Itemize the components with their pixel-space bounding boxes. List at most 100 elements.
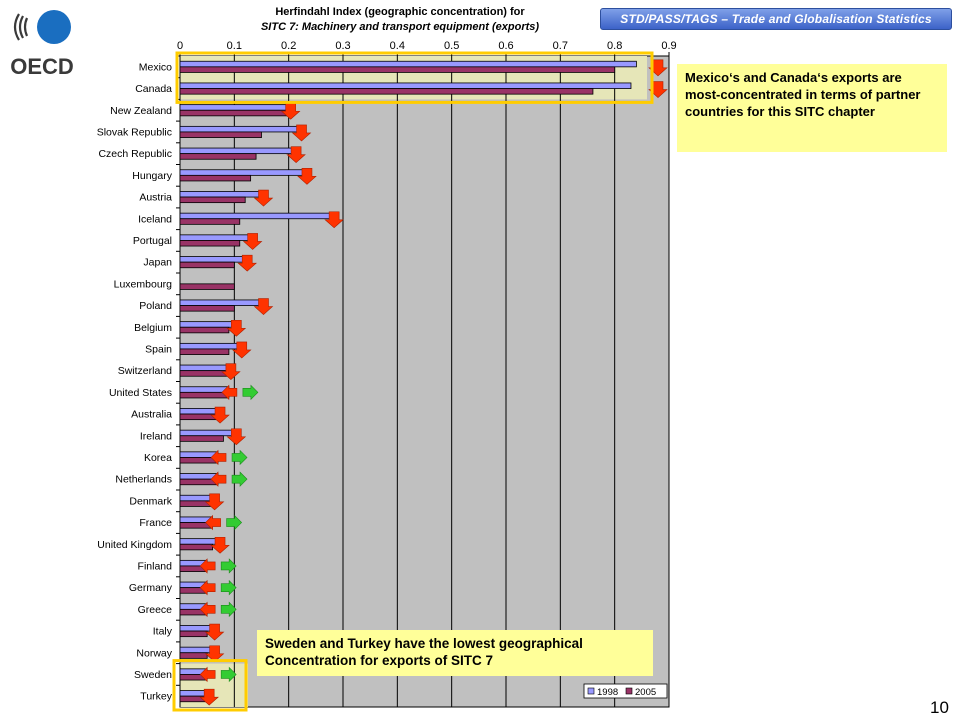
bar-2005 bbox=[179, 240, 241, 247]
bar-1998 bbox=[179, 538, 219, 545]
chart-title-line1: Herfindahl Index (geographic concentrati… bbox=[275, 6, 525, 18]
category-label: Mexico bbox=[139, 61, 172, 73]
down-arrow bbox=[253, 298, 274, 315]
plot-area bbox=[179, 55, 670, 708]
category-label: Canada bbox=[135, 83, 172, 95]
x-tick-label: 0.7 bbox=[553, 40, 568, 52]
bar-2005 bbox=[179, 131, 262, 138]
down-arrow bbox=[280, 102, 301, 120]
down-arrow bbox=[242, 233, 263, 250]
down-arrow bbox=[204, 645, 225, 663]
category-label: United States bbox=[109, 387, 172, 399]
x-tick-label: 0.4 bbox=[390, 40, 405, 52]
down-arrow bbox=[237, 254, 257, 272]
category-label: Belgium bbox=[134, 322, 172, 334]
bar-2005 bbox=[179, 88, 594, 95]
bar-1998 bbox=[179, 646, 213, 654]
chart-title: Herfindahl Index (geographic concentrati… bbox=[190, 5, 610, 35]
left-arrow bbox=[221, 384, 238, 401]
legend-box bbox=[583, 683, 668, 699]
legend-swatch-2005 bbox=[625, 687, 633, 695]
x-tick-label: 0.2 bbox=[281, 40, 296, 52]
bar-2005 bbox=[179, 435, 224, 442]
note-sweden-turkey: Sweden and Turkey have the lowest geogra… bbox=[257, 630, 653, 676]
down-arrow bbox=[231, 341, 252, 359]
bar-1998 bbox=[179, 104, 290, 111]
bar-1998 bbox=[179, 256, 246, 263]
highlight-frame-top bbox=[175, 51, 654, 104]
bar-2005 bbox=[179, 196, 246, 204]
page-number: 10 bbox=[930, 698, 949, 717]
legend-label-1998: 1998 bbox=[597, 687, 618, 698]
down-arrow bbox=[199, 688, 219, 706]
category-label: Korea bbox=[144, 452, 172, 464]
bar-1998 bbox=[179, 191, 262, 198]
down-arrow bbox=[291, 124, 312, 142]
left-arrow bbox=[210, 449, 227, 466]
category-label: Spain bbox=[145, 343, 172, 355]
left-arrow bbox=[199, 558, 216, 574]
category-label: Netherlands bbox=[115, 474, 172, 486]
left-arrow bbox=[199, 601, 216, 618]
category-label: Austria bbox=[139, 192, 172, 204]
note-mexico-canada: Mexico‘s and Canada‘s exports are most-c… bbox=[677, 64, 947, 152]
category-label: Hungary bbox=[132, 170, 172, 182]
x-tick-label: 0.3 bbox=[335, 40, 350, 52]
right-arrow bbox=[242, 384, 259, 401]
category-label: Japan bbox=[143, 257, 172, 269]
bar-1998 bbox=[179, 169, 306, 176]
category-label: Denmark bbox=[129, 495, 172, 507]
bar-2005 bbox=[179, 283, 235, 290]
category-label: France bbox=[139, 517, 172, 529]
bar-1998 bbox=[179, 60, 637, 68]
down-arrow bbox=[297, 168, 317, 185]
left-arrow bbox=[210, 471, 227, 487]
category-label: Slovak Republic bbox=[97, 126, 172, 138]
bar-2005 bbox=[179, 174, 252, 182]
bar-1998 bbox=[179, 429, 235, 437]
bar-1998 bbox=[179, 342, 241, 350]
category-label: Germany bbox=[129, 582, 173, 594]
category-label: Sweden bbox=[134, 669, 172, 681]
right-arrow bbox=[226, 514, 243, 531]
chart-title-line2: SITC 7: Machinery and transport equipmen… bbox=[260, 21, 540, 33]
legend-label-2005: 2005 bbox=[635, 687, 656, 698]
bar-2005 bbox=[179, 348, 230, 355]
category-label: New Zealand bbox=[110, 105, 172, 117]
down-arrow bbox=[253, 189, 274, 207]
bar-2005 bbox=[179, 326, 230, 334]
left-arrow bbox=[205, 514, 221, 531]
category-label: Turkey bbox=[140, 691, 172, 703]
down-arrow bbox=[204, 623, 225, 641]
down-arrow bbox=[324, 211, 344, 229]
bar-1998 bbox=[179, 234, 252, 241]
bar-2005 bbox=[179, 630, 208, 638]
bar-2005 bbox=[179, 261, 235, 269]
down-arrow bbox=[286, 146, 306, 164]
bar-1998 bbox=[179, 364, 230, 372]
bar-2005 bbox=[179, 218, 241, 225]
category-label: Portugal bbox=[133, 235, 172, 247]
bar-1998 bbox=[179, 125, 300, 133]
right-arrow bbox=[220, 579, 237, 596]
down-arrow bbox=[221, 363, 241, 381]
bar-2005 bbox=[179, 543, 213, 551]
category-label: Italy bbox=[153, 626, 173, 638]
right-arrow bbox=[231, 449, 248, 466]
right-arrow bbox=[231, 471, 248, 487]
x-tick-label: 0.9 bbox=[661, 40, 676, 52]
category-label: Ireland bbox=[140, 430, 172, 442]
bar-2005 bbox=[179, 153, 257, 160]
down-arrow bbox=[226, 428, 247, 446]
down-arrow bbox=[226, 319, 247, 337]
down-arrow bbox=[204, 493, 225, 511]
x-tick-label: 0 bbox=[177, 40, 183, 52]
bar-1998 bbox=[179, 212, 333, 220]
category-label: Finland bbox=[138, 560, 173, 572]
x-tick-label: 0.5 bbox=[444, 40, 459, 52]
bar-1998 bbox=[179, 321, 235, 328]
bar-1998 bbox=[179, 625, 213, 632]
category-label: Iceland bbox=[138, 213, 172, 225]
bar-1998 bbox=[179, 494, 213, 502]
category-label: Switzerland bbox=[118, 365, 172, 377]
